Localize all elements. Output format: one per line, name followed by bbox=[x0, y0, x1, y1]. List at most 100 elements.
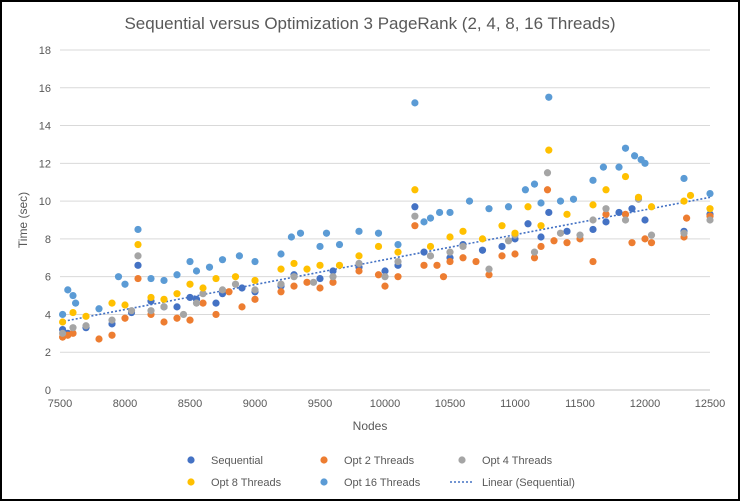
data-point bbox=[192, 299, 201, 307]
data-point bbox=[59, 318, 67, 326]
data-point bbox=[537, 222, 545, 230]
data-point bbox=[192, 267, 201, 275]
data-point bbox=[647, 231, 656, 239]
data-point bbox=[329, 273, 337, 281]
data-point bbox=[231, 273, 240, 281]
series-2 bbox=[59, 169, 714, 337]
data-point bbox=[374, 229, 383, 237]
data-point bbox=[134, 240, 142, 249]
data-point bbox=[251, 295, 259, 303]
data-point bbox=[173, 314, 181, 322]
data-point bbox=[147, 274, 155, 283]
chart-title: Sequential versus Optimization 3 PageRan… bbox=[124, 14, 615, 33]
data-point bbox=[394, 257, 402, 266]
legend-label: Opt 16 Threads bbox=[344, 477, 421, 489]
y-tick-label: 10 bbox=[39, 196, 51, 208]
data-point bbox=[335, 240, 344, 249]
y-axis-label: Time (sec) bbox=[16, 192, 30, 248]
data-point bbox=[680, 197, 688, 205]
data-point bbox=[186, 316, 194, 324]
data-point bbox=[205, 263, 214, 271]
series-1 bbox=[59, 186, 714, 343]
data-point bbox=[641, 159, 649, 167]
legend-label: Sequential bbox=[211, 455, 263, 467]
data-point bbox=[498, 242, 506, 251]
data-point bbox=[706, 216, 714, 224]
data-point bbox=[309, 278, 318, 286]
x-tick-label: 10500 bbox=[435, 398, 466, 410]
x-axis-label: Nodes bbox=[353, 419, 388, 433]
data-point bbox=[504, 237, 513, 245]
gridlines bbox=[60, 49, 710, 391]
legend-marker bbox=[187, 478, 195, 486]
data-point bbox=[173, 271, 181, 279]
data-point bbox=[160, 295, 168, 303]
x-tick-label: 10000 bbox=[370, 398, 401, 410]
data-point bbox=[537, 242, 545, 251]
data-point bbox=[69, 324, 77, 332]
data-point bbox=[465, 197, 474, 205]
data-point bbox=[426, 252, 435, 260]
data-point bbox=[446, 208, 454, 217]
data-point bbox=[621, 144, 630, 152]
data-point bbox=[589, 201, 597, 209]
data-point bbox=[173, 290, 181, 298]
y-tick-labels: 0 2 4 6 8 10 12 14 16 18 bbox=[39, 45, 51, 397]
data-point bbox=[411, 186, 419, 194]
data-point bbox=[374, 271, 383, 279]
data-point bbox=[543, 169, 552, 177]
data-point bbox=[59, 329, 67, 337]
data-point bbox=[82, 312, 90, 320]
data-point bbox=[186, 257, 194, 266]
data-point bbox=[335, 261, 344, 269]
data-point bbox=[114, 273, 123, 281]
data-point bbox=[381, 282, 389, 290]
data-point bbox=[316, 261, 324, 269]
legend-marker bbox=[320, 478, 328, 486]
series-3 bbox=[59, 146, 714, 326]
data-point bbox=[199, 299, 207, 307]
data-point bbox=[472, 257, 480, 266]
data-point bbox=[69, 291, 77, 300]
data-point bbox=[498, 252, 506, 260]
data-point bbox=[545, 93, 553, 101]
data-point bbox=[420, 248, 428, 256]
data-point bbox=[599, 163, 608, 171]
data-point bbox=[316, 284, 324, 292]
y-tick-label: 16 bbox=[39, 83, 51, 95]
data-point bbox=[225, 288, 233, 296]
data-point bbox=[277, 280, 285, 288]
x-tick-label: 9000 bbox=[243, 398, 267, 410]
data-point bbox=[134, 225, 142, 234]
data-point bbox=[303, 265, 311, 273]
data-point bbox=[563, 210, 571, 218]
data-point bbox=[628, 205, 636, 213]
data-point bbox=[134, 274, 142, 283]
data-points bbox=[59, 93, 714, 343]
data-point bbox=[680, 174, 688, 183]
data-point bbox=[411, 212, 419, 220]
data-point bbox=[160, 318, 168, 326]
data-point bbox=[186, 280, 194, 288]
y-tick-label: 12 bbox=[39, 158, 51, 170]
data-point bbox=[251, 257, 259, 266]
data-point bbox=[647, 239, 656, 247]
data-point bbox=[589, 176, 597, 184]
data-point bbox=[72, 299, 80, 307]
data-point bbox=[631, 152, 639, 160]
data-point bbox=[478, 235, 487, 243]
data-point bbox=[602, 186, 610, 194]
data-point bbox=[411, 203, 419, 211]
data-point bbox=[556, 229, 565, 237]
data-point bbox=[147, 307, 155, 315]
data-point bbox=[394, 240, 402, 249]
data-point bbox=[238, 284, 246, 292]
data-point bbox=[504, 203, 513, 211]
data-point bbox=[59, 310, 67, 319]
data-point bbox=[355, 259, 363, 268]
data-point bbox=[355, 227, 363, 235]
data-point bbox=[69, 308, 77, 317]
data-point bbox=[64, 286, 72, 294]
x-tick-label: 8500 bbox=[178, 398, 202, 410]
